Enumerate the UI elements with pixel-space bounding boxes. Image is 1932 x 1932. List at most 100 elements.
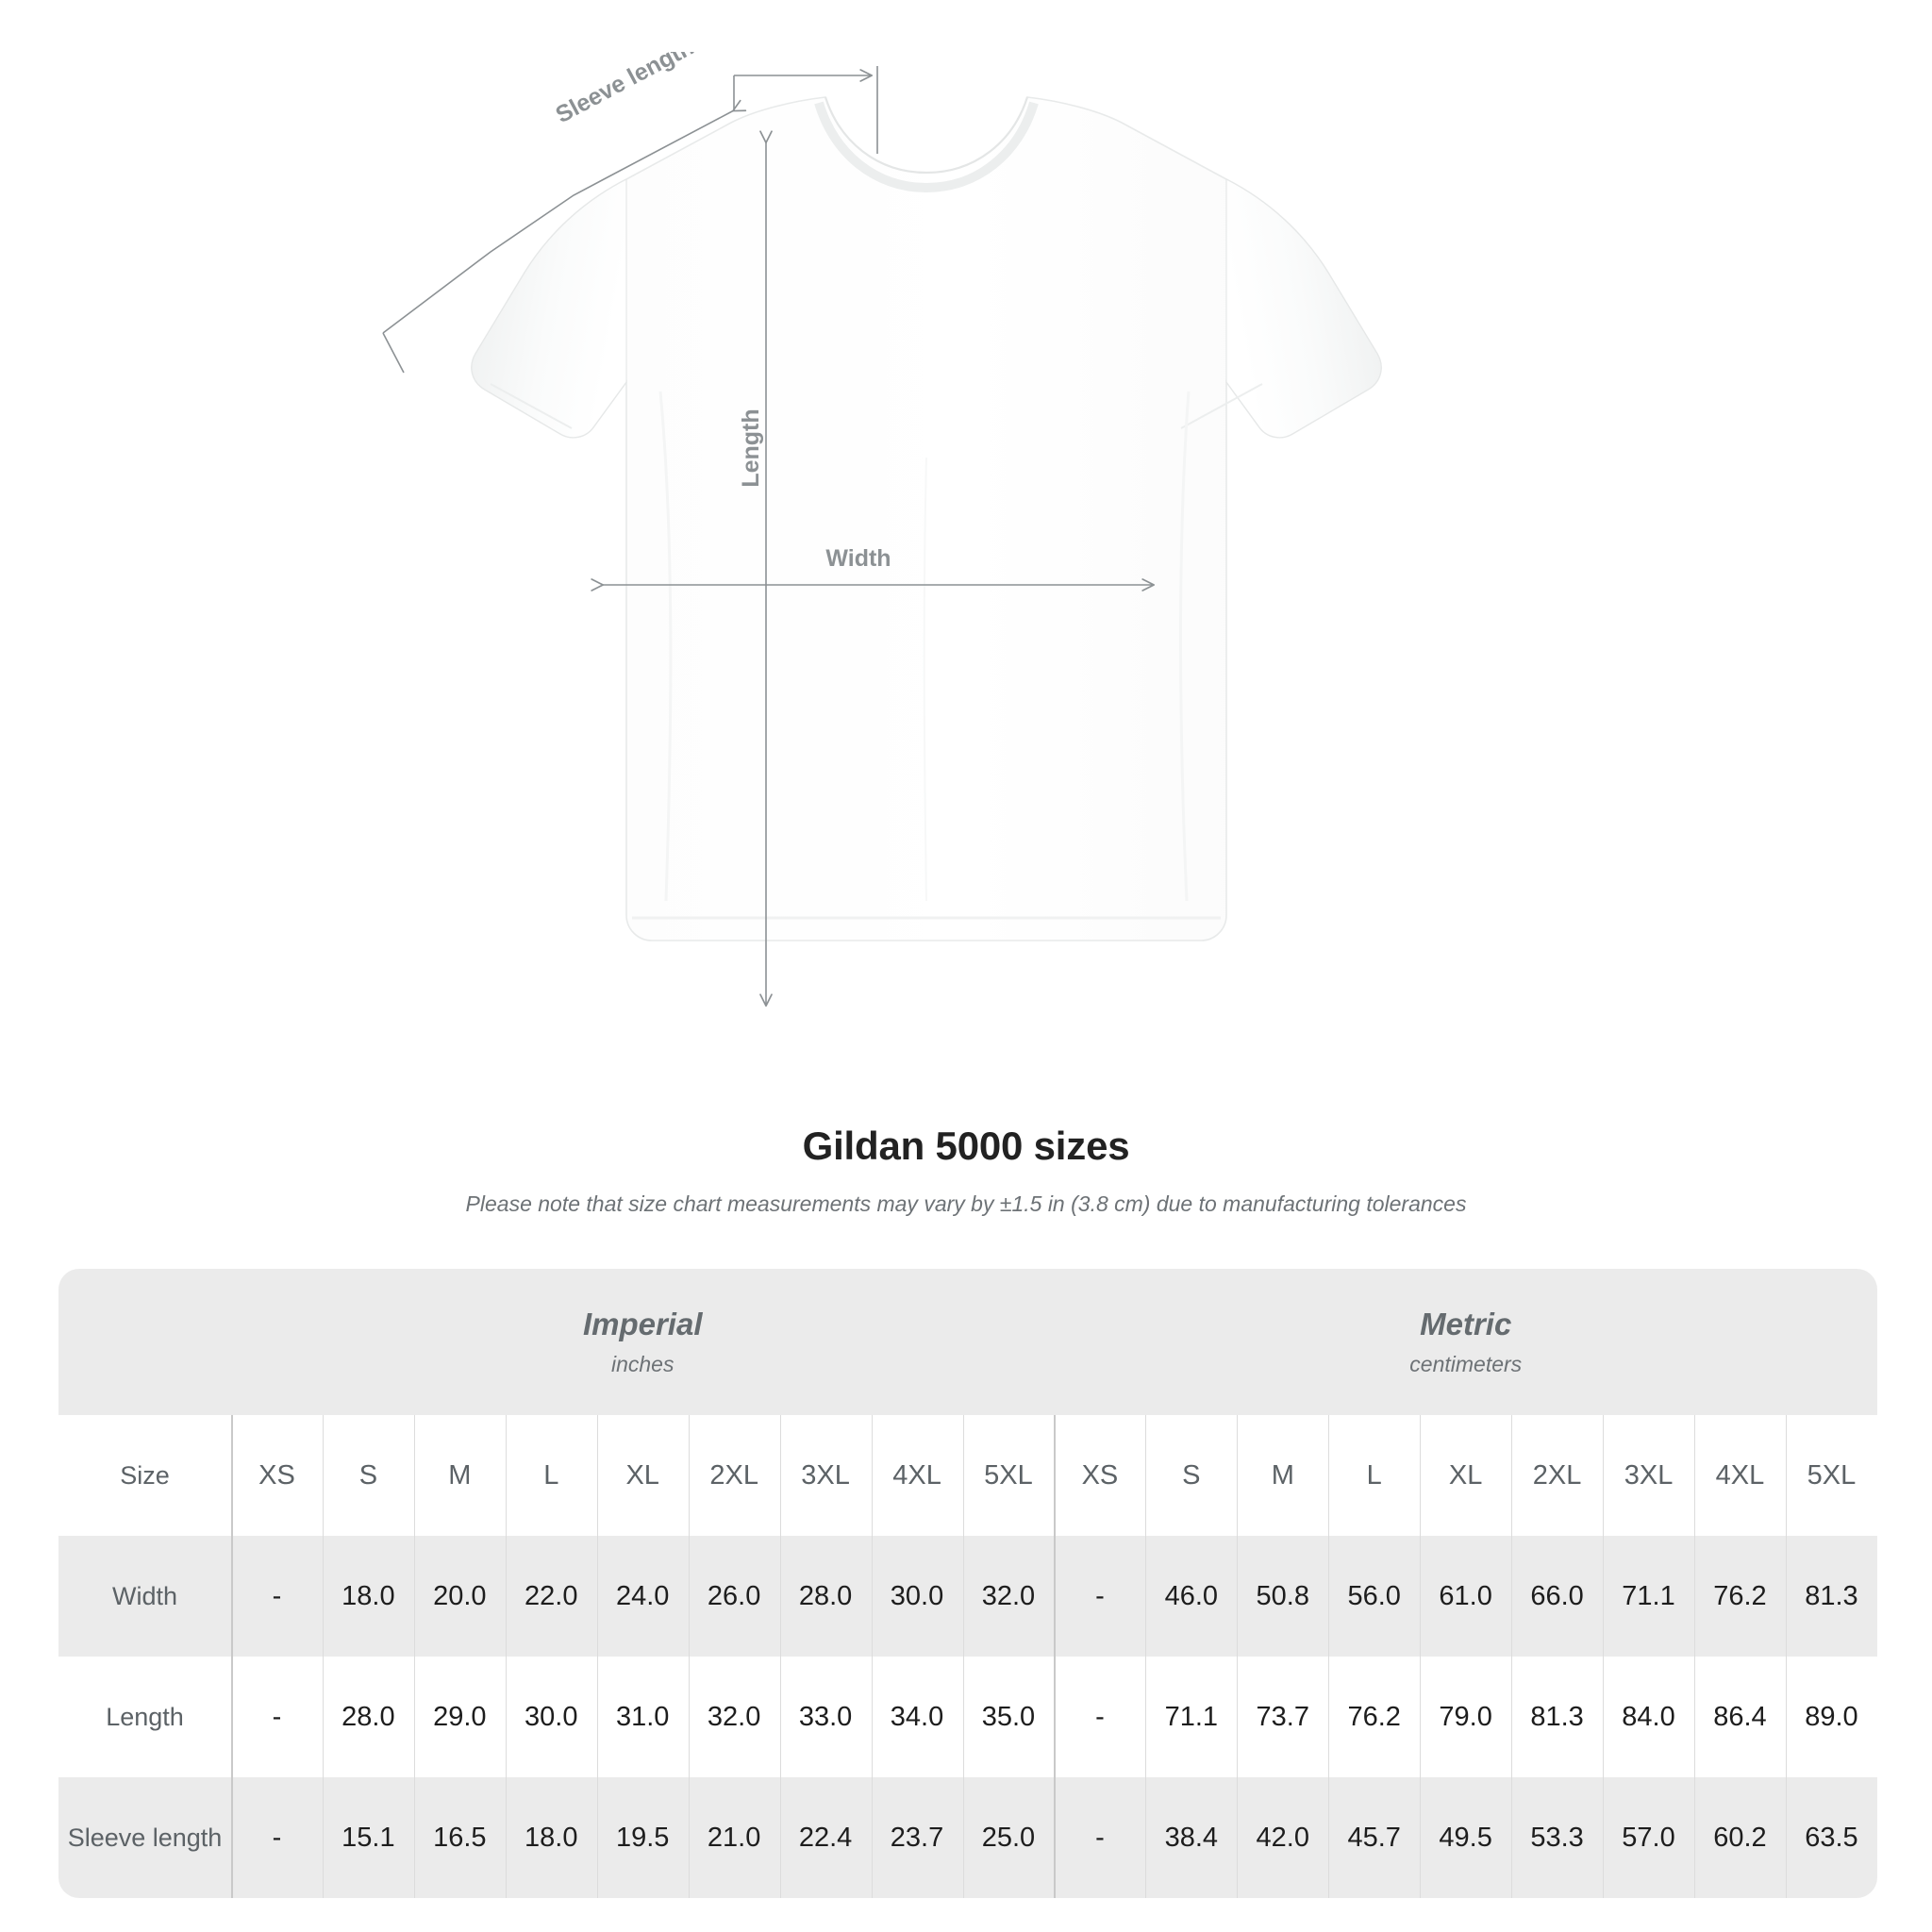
measurement-guides xyxy=(382,66,1156,1008)
tolerance-note: Please note that size chart measurements… xyxy=(465,1191,1467,1217)
measurement-cell: 18.0 xyxy=(505,1777,597,1898)
measurement-cell: 22.4 xyxy=(779,1777,872,1898)
unit-group-subtitle: centimeters xyxy=(1409,1351,1523,1376)
measurement-cell: 30.0 xyxy=(871,1536,963,1657)
size-header-cell: S xyxy=(322,1415,414,1536)
unit-group-name: Imperial xyxy=(582,1307,703,1342)
row-label-size: Size xyxy=(58,1415,231,1536)
measurement-cell: 23.7 xyxy=(871,1777,963,1898)
unit-group-imperial: Imperial inches xyxy=(231,1269,1055,1415)
row-label-length: Length xyxy=(58,1657,231,1777)
measurement-cell: 63.5 xyxy=(1785,1777,1877,1898)
measurement-cell: 81.3 xyxy=(1785,1536,1877,1657)
measurement-cell: 32.0 xyxy=(962,1536,1055,1657)
size-header-cell: XS xyxy=(1054,1415,1146,1536)
measurement-cell: 60.2 xyxy=(1694,1777,1786,1898)
table-row: Size XS S M L XL 2XL 3XL 4XL 5XL XS S M L XL 2XL 3XL 4XL 5… xyxy=(58,1415,1877,1536)
size-chart-table: Imperial inches Metric centimeters Size XS S M L… xyxy=(58,1269,1877,1898)
measurement-cell: 71.1 xyxy=(1145,1657,1238,1777)
measurement-cell: 57.0 xyxy=(1603,1777,1694,1898)
tshirt-illustration: Sleeve length Length Width xyxy=(382,52,1382,1008)
width-label: Width xyxy=(825,545,891,572)
size-header-cell: 2XL xyxy=(688,1415,780,1536)
shirt-body xyxy=(471,96,1382,941)
size-header-cell: 2XL xyxy=(1511,1415,1604,1536)
measurement-cell: 28.0 xyxy=(322,1657,414,1777)
row-label-sleeve-length: Sleeve length xyxy=(58,1777,231,1898)
measurement-cell: 22.0 xyxy=(505,1536,597,1657)
measurement-cell: - xyxy=(231,1777,323,1898)
measurement-cell: 89.0 xyxy=(1785,1657,1877,1777)
measurement-cell: 34.0 xyxy=(871,1657,963,1777)
measurement-cell: 81.3 xyxy=(1511,1657,1604,1777)
measurement-cell: 32.0 xyxy=(688,1657,780,1777)
row-label-width: Width xyxy=(58,1536,231,1657)
measurement-cell: 29.0 xyxy=(413,1657,506,1777)
measurement-cell: - xyxy=(231,1536,323,1657)
measurement-cell: 25.0 xyxy=(962,1777,1055,1898)
measurement-cell: 19.5 xyxy=(596,1777,689,1898)
table-row: Length -28.0 29.0 30.0 31.0 32.0 33.0 34.0 35.0-… xyxy=(58,1657,1877,1777)
tshirt-diagram: Sleeve length Length Width xyxy=(382,52,1382,1008)
measurement-cell: 45.7 xyxy=(1328,1777,1421,1898)
table-row: Width -18.0 20.0 22.0 24.0 26.0 28.0 30.0 32.0-4… xyxy=(58,1536,1877,1657)
measurement-cell: 73.7 xyxy=(1237,1657,1329,1777)
heading-block: Gildan 5000 sizes Please note that size … xyxy=(0,1124,1932,1219)
size-header-cell: M xyxy=(1237,1415,1329,1536)
page-title: Gildan 5000 sizes xyxy=(802,1124,1130,1168)
measurement-cell: 20.0 xyxy=(413,1536,506,1657)
unit-header-row: Imperial inches Metric centimeters xyxy=(58,1269,1877,1415)
measurement-cell: 76.2 xyxy=(1694,1536,1786,1657)
size-header-cell: L xyxy=(505,1415,597,1536)
measurement-cell: 76.2 xyxy=(1328,1657,1421,1777)
size-header-cell: 3XL xyxy=(1603,1415,1694,1536)
size-header-cell: 3XL xyxy=(779,1415,872,1536)
measurement-cell: - xyxy=(231,1657,323,1777)
measurement-cell: 28.0 xyxy=(779,1536,872,1657)
size-header-cell: XL xyxy=(596,1415,689,1536)
sleeve-length-line xyxy=(382,99,747,334)
table-row: Sleeve length -15.1 16.5 18.0 19.5 21.0 22.4 23… xyxy=(58,1777,1877,1898)
measurement-cell: 79.0 xyxy=(1420,1657,1512,1777)
size-header-cell: 4XL xyxy=(1694,1415,1786,1536)
unit-group-subtitle: inches xyxy=(610,1351,675,1376)
measurement-cell: 21.0 xyxy=(688,1777,780,1898)
measurement-cell: 15.1 xyxy=(322,1777,414,1898)
measurement-cell: 66.0 xyxy=(1511,1536,1604,1657)
size-header-cell: S xyxy=(1145,1415,1238,1536)
unit-group-name: Metric xyxy=(1420,1307,1512,1342)
measurement-cell: 61.0 xyxy=(1420,1536,1512,1657)
measurement-cell: 24.0 xyxy=(596,1536,689,1657)
measurement-cell: 30.0 xyxy=(505,1657,597,1777)
measurement-cell: 46.0 xyxy=(1145,1536,1238,1657)
measurement-cell: - xyxy=(1054,1536,1146,1657)
measurement-cell: 53.3 xyxy=(1511,1777,1604,1898)
length-label: Length xyxy=(738,408,764,487)
size-header-cell: M xyxy=(413,1415,506,1536)
measurement-cell: 49.5 xyxy=(1420,1777,1512,1898)
measurement-cell: 71.1 xyxy=(1603,1536,1694,1657)
measurement-cell: 56.0 xyxy=(1328,1536,1421,1657)
measurement-cell: 18.0 xyxy=(322,1536,414,1657)
measurement-cell: - xyxy=(1054,1777,1146,1898)
size-header-cell: 5XL xyxy=(962,1415,1055,1536)
measurement-cell: - xyxy=(1054,1657,1146,1777)
size-header-cell: 5XL xyxy=(1785,1415,1877,1536)
size-header-cell: XS xyxy=(231,1415,323,1536)
measurement-cell: 35.0 xyxy=(962,1657,1055,1777)
unit-header-spacer xyxy=(58,1269,231,1415)
size-header-cell: 4XL xyxy=(871,1415,963,1536)
measurement-cell: 50.8 xyxy=(1237,1536,1329,1657)
sleeve-length-label: Sleeve length xyxy=(552,52,698,128)
measurement-cell: 16.5 xyxy=(413,1777,506,1898)
measurement-cell: 33.0 xyxy=(779,1657,872,1777)
measurement-cell: 42.0 xyxy=(1237,1777,1329,1898)
measurement-cell: 26.0 xyxy=(688,1536,780,1657)
measurement-cell: 38.4 xyxy=(1145,1777,1238,1898)
size-header-cell: XL xyxy=(1420,1415,1512,1536)
measurement-cell: 84.0 xyxy=(1603,1657,1694,1777)
size-chart-table-wrapper: Imperial inches Metric centimeters Size XS S M L… xyxy=(58,1269,1877,1898)
size-header-cell: L xyxy=(1328,1415,1421,1536)
measurement-cell: 31.0 xyxy=(596,1657,689,1777)
unit-group-metric: Metric centimeters xyxy=(1054,1269,1877,1415)
